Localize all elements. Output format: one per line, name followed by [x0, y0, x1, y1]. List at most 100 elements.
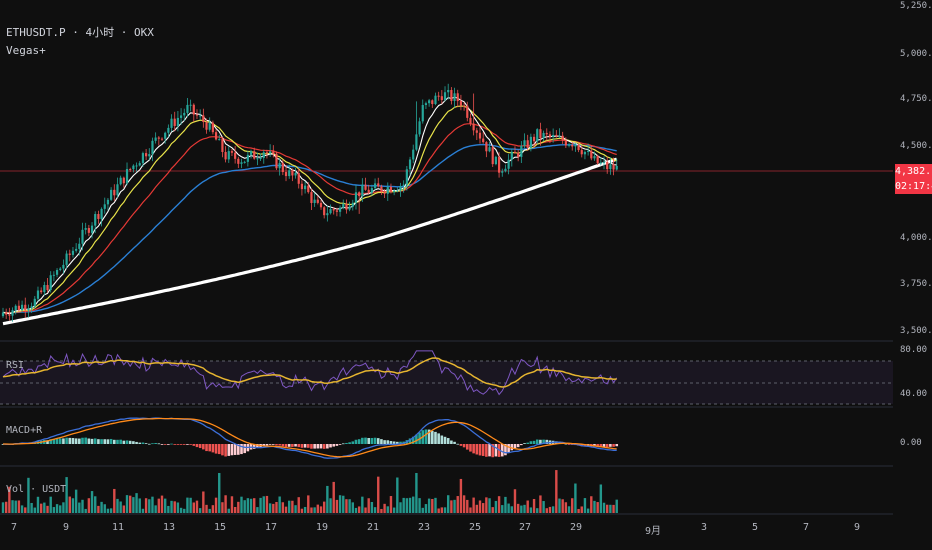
candle-body	[205, 122, 208, 130]
volume-bar	[516, 503, 520, 513]
volume-bar	[303, 506, 307, 513]
volume-bar	[564, 502, 568, 513]
volume-bar	[354, 507, 358, 513]
candle-body	[151, 140, 154, 155]
volume-bar	[106, 508, 110, 513]
candle-body	[329, 209, 332, 214]
volume-bar	[74, 489, 78, 513]
candle-body	[335, 210, 338, 212]
macd-histogram-bar	[354, 439, 358, 444]
macd-histogram-bar	[523, 443, 526, 444]
volume-bar	[583, 498, 587, 513]
candle-body	[125, 169, 129, 184]
macd-histogram-bar	[313, 444, 316, 449]
volume-bar	[440, 507, 444, 513]
candle-body	[20, 304, 24, 311]
volume-bar	[310, 507, 313, 513]
macd-pane-label[interactable]: MACD+R	[6, 425, 43, 436]
macd-histogram-bar	[345, 442, 348, 444]
candle-body	[323, 207, 326, 216]
candle-body	[192, 104, 195, 115]
candle-body	[440, 96, 443, 101]
volume-bar	[288, 500, 291, 513]
rsi-line	[2, 350, 618, 396]
candle-body	[370, 188, 373, 193]
volume-bar	[437, 508, 440, 513]
volume-bar	[265, 495, 269, 513]
price-tick: 4,750.00	[900, 94, 932, 104]
macd-histogram-bar	[109, 438, 113, 444]
candle-body	[116, 184, 119, 196]
volume-bar	[179, 507, 183, 513]
volume-bar	[195, 500, 199, 513]
volume-bar	[218, 473, 221, 513]
macd-histogram-bar	[173, 444, 177, 445]
macd-histogram-bar	[542, 439, 545, 444]
candle-body	[373, 183, 377, 189]
macd-histogram-bar	[316, 444, 320, 449]
volume-bar	[551, 506, 555, 513]
volume-bar	[501, 505, 504, 513]
macd-histogram-bar	[545, 439, 549, 444]
macd-histogram-bar	[380, 439, 383, 444]
volume-bar	[405, 498, 409, 513]
candle-body	[389, 186, 393, 193]
volume-bar	[109, 508, 113, 513]
macd-histogram-bar	[446, 438, 450, 444]
symbol-title[interactable]: ETHUSDT.P · 4小时 · OKX	[6, 26, 154, 39]
indicator-label[interactable]: Vegas+	[6, 44, 46, 57]
rsi-pane-label[interactable]: RSI	[6, 360, 25, 371]
macd-histogram-bar	[319, 444, 323, 449]
candle-body	[284, 172, 288, 177]
macd-histogram-bar	[202, 444, 205, 450]
candle-body	[431, 100, 434, 105]
candle-body	[135, 165, 138, 167]
macd-histogram-bar	[144, 443, 148, 444]
volume-bar	[571, 498, 574, 513]
candle-body	[332, 209, 335, 211]
candle-body	[230, 151, 234, 153]
time-tick: 27	[518, 522, 532, 533]
macd-histogram-bar	[90, 438, 94, 444]
volume-bar	[485, 497, 488, 513]
volume-bar	[233, 506, 237, 513]
macd-histogram-bar	[182, 444, 186, 445]
volume-bar	[427, 498, 431, 513]
candle-body	[383, 191, 386, 194]
candle-body	[615, 165, 618, 170]
macd-histogram-bar	[281, 444, 285, 447]
macd-histogram-bar	[348, 442, 351, 444]
time-tick: 3	[700, 522, 708, 533]
volume-bar	[373, 507, 377, 513]
volume-bar	[186, 497, 189, 513]
time-tick: 19	[315, 522, 329, 533]
time-tick: 25	[468, 522, 482, 533]
candle-body	[577, 144, 580, 151]
candle-body	[100, 208, 103, 219]
volume-pane-label[interactable]: Vol · USDT	[6, 484, 67, 495]
macd-histogram-bar	[135, 441, 138, 444]
volume-bar	[300, 508, 304, 513]
candle-body	[138, 163, 141, 166]
candle-body	[71, 250, 75, 255]
volume-bar	[577, 508, 580, 513]
candle-body	[609, 164, 612, 170]
volume-bar	[8, 486, 11, 513]
volume-bar	[81, 499, 84, 513]
volume-bar	[431, 498, 434, 513]
macd-histogram-bar	[462, 444, 466, 448]
candle-body	[24, 304, 27, 311]
candle-body	[599, 162, 602, 164]
volume-bar	[561, 499, 564, 513]
macd-histogram-bar	[427, 429, 431, 444]
candle-body	[55, 269, 59, 275]
candle-body	[221, 139, 224, 152]
volume-bar	[364, 507, 367, 513]
countdown-tag: 02:17:49	[895, 179, 932, 194]
candle-body	[345, 203, 348, 210]
time-tick: 13	[162, 522, 176, 533]
macd-histogram-bar	[596, 444, 599, 448]
volume-bar	[100, 501, 103, 513]
time-tick: 17	[264, 522, 278, 533]
